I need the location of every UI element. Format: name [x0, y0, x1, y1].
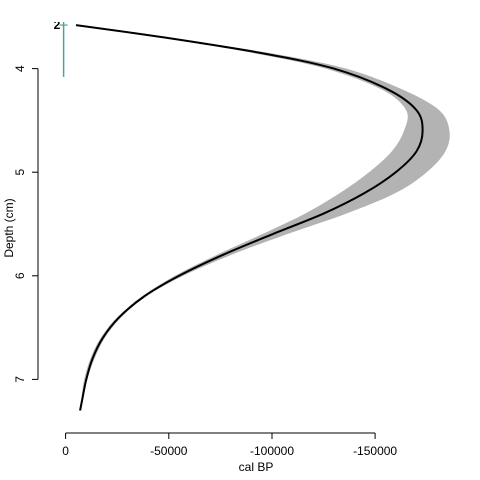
y-axis-title: Depth (cm)	[2, 198, 16, 257]
y-tick-label: 5	[13, 169, 27, 176]
y-axis: 4 5 6 7	[13, 65, 39, 383]
x-tick-label: -50000	[150, 444, 188, 458]
model-line	[75, 24, 424, 411]
x-tick-label: -100000	[250, 444, 294, 458]
x-tick-label: -150000	[353, 444, 397, 458]
x-axis-title: cal BP	[239, 460, 274, 474]
x-tick-label: 0	[62, 444, 69, 458]
y-tick-label: 6	[13, 272, 27, 279]
x-axis: 0 -50000 -100000 -150000	[62, 432, 397, 458]
y-tick-label: 4	[13, 65, 27, 72]
date-label: 2	[54, 18, 61, 32]
plot-region: 2	[54, 18, 450, 411]
date-marks: 2	[54, 18, 68, 77]
y-tick-label: 7	[13, 376, 27, 383]
